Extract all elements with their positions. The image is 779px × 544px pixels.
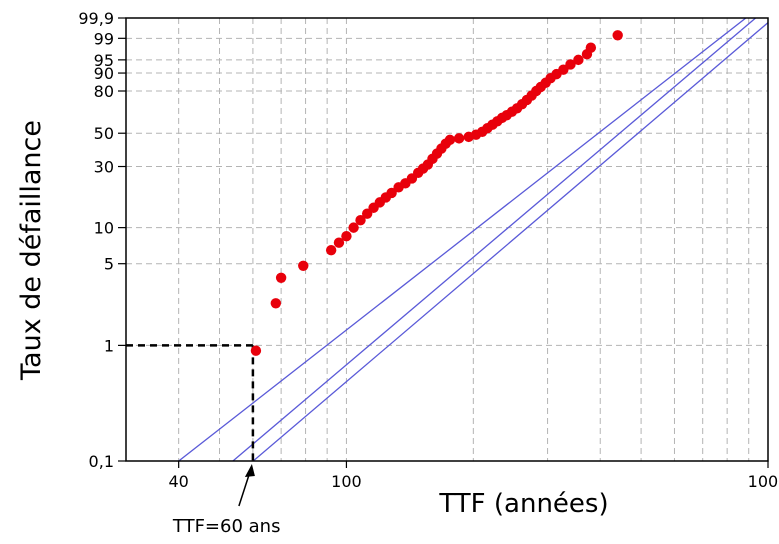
y-tick-label: 30	[94, 158, 114, 177]
x-tick-label: 40	[168, 472, 188, 491]
x-tick-label: 1000	[748, 472, 779, 491]
plot-area	[125, 17, 769, 462]
data-point	[270, 298, 282, 309]
y-tick-label: 99,9	[78, 9, 114, 28]
data-point	[573, 54, 584, 66]
data-point	[341, 230, 352, 242]
data-point	[325, 244, 337, 256]
fit-lines	[177, 18, 768, 461]
annotation-label: TTF=60 ans	[172, 516, 281, 537]
data-point	[612, 30, 623, 41]
annotation-markers	[126, 344, 255, 461]
data-point	[386, 187, 397, 199]
fit-line-upper	[177, 18, 747, 461]
plot-frame	[125, 17, 769, 462]
data-point	[333, 237, 345, 248]
fit-line-lower	[252, 21, 768, 461]
y-axis-label: Taux de défaillance	[16, 120, 47, 381]
data-points	[250, 30, 623, 356]
data-point	[275, 272, 287, 283]
data-point	[298, 260, 309, 271]
data-point	[565, 59, 576, 70]
x-axis-ticks: 40 100 1000	[168, 461, 779, 491]
y-tick-label: 80	[94, 82, 114, 101]
data-point	[250, 345, 262, 356]
data-point	[444, 134, 456, 146]
y-tick-label: 1	[104, 336, 114, 355]
y-tick-label: 50	[94, 124, 114, 143]
y-tick-label: 10	[94, 219, 114, 238]
data-point	[355, 215, 366, 226]
y-tick-label: 90	[94, 64, 114, 83]
data-point	[585, 42, 597, 53]
data-point	[453, 133, 465, 144]
y-tick-label: 99	[94, 29, 114, 48]
annotation-arrow-head	[244, 464, 255, 477]
y-tick-label: 5	[104, 255, 114, 274]
data-point	[348, 222, 359, 233]
ttf-annotation: TTF=60 ans	[172, 464, 281, 537]
fit-line-center	[231, 18, 757, 461]
y-tick-label: 95	[94, 51, 114, 70]
grid	[126, 18, 768, 461]
x-tick-label: 100	[331, 472, 362, 491]
x-axis-label: TTF (années)	[438, 489, 608, 519]
y-tick-label: 0,1	[89, 452, 114, 471]
data-point	[558, 64, 569, 75]
